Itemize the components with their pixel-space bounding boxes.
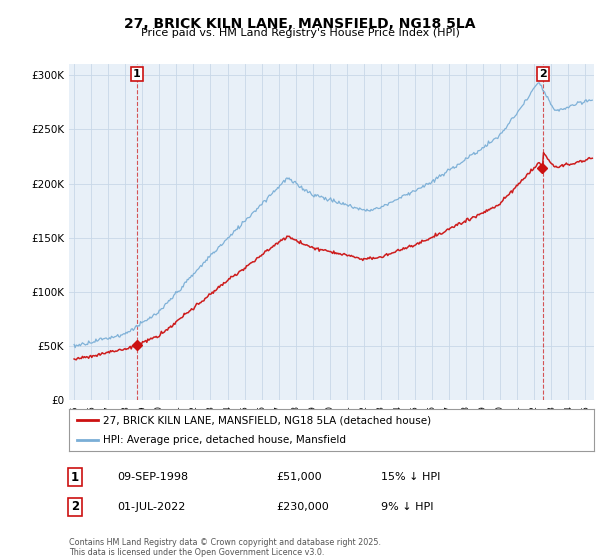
Text: £230,000: £230,000	[276, 502, 329, 512]
Text: Contains HM Land Registry data © Crown copyright and database right 2025.
This d: Contains HM Land Registry data © Crown c…	[69, 538, 381, 557]
Text: 01-JUL-2022: 01-JUL-2022	[117, 502, 185, 512]
Text: 09-SEP-1998: 09-SEP-1998	[117, 472, 188, 482]
Text: £51,000: £51,000	[276, 472, 322, 482]
Text: 2: 2	[71, 500, 79, 514]
Text: 27, BRICK KILN LANE, MANSFIELD, NG18 5LA (detached house): 27, BRICK KILN LANE, MANSFIELD, NG18 5LA…	[103, 415, 431, 425]
Text: HPI: Average price, detached house, Mansfield: HPI: Average price, detached house, Mans…	[103, 435, 346, 445]
Text: 27, BRICK KILN LANE, MANSFIELD, NG18 5LA: 27, BRICK KILN LANE, MANSFIELD, NG18 5LA	[124, 17, 476, 31]
Text: 1: 1	[133, 69, 141, 80]
Text: 15% ↓ HPI: 15% ↓ HPI	[381, 472, 440, 482]
Text: 9% ↓ HPI: 9% ↓ HPI	[381, 502, 433, 512]
Text: 1: 1	[71, 470, 79, 484]
Text: Price paid vs. HM Land Registry's House Price Index (HPI): Price paid vs. HM Land Registry's House …	[140, 28, 460, 38]
Text: 2: 2	[539, 69, 547, 80]
